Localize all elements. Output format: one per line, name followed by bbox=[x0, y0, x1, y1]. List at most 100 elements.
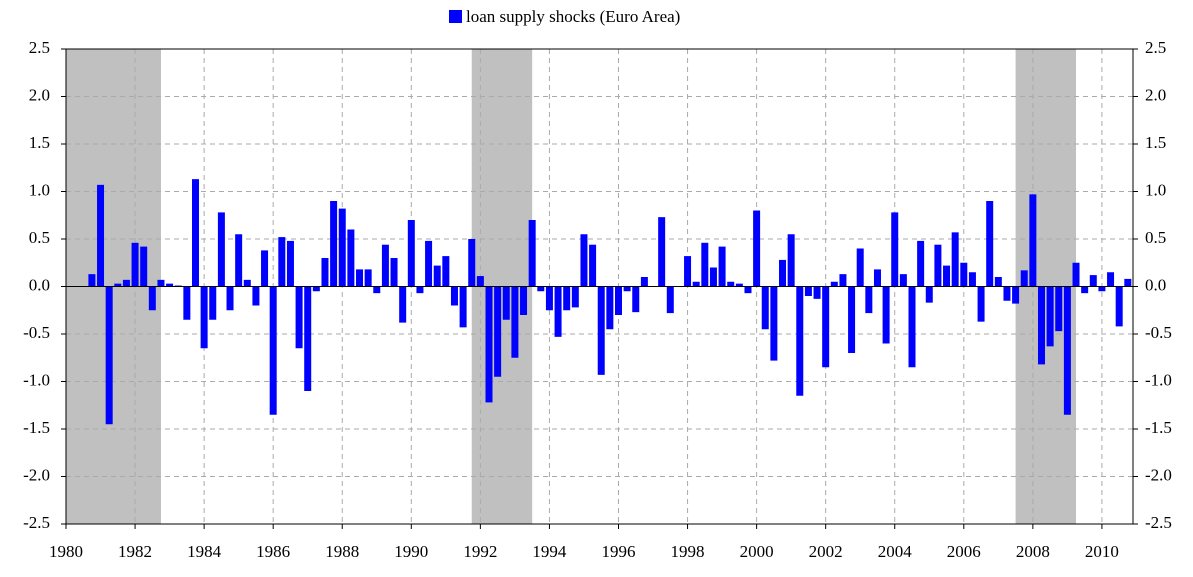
y-tick-label: -0.5 bbox=[23, 323, 50, 342]
x-tick-label: 1986 bbox=[256, 542, 290, 561]
bar bbox=[407, 220, 415, 287]
bar bbox=[563, 286, 571, 311]
x-tick-label: 2000 bbox=[740, 542, 774, 561]
y-tick-label: 0.5 bbox=[29, 228, 50, 247]
y-tick-label: -2.5 bbox=[23, 513, 50, 532]
bar bbox=[278, 237, 286, 287]
bar bbox=[157, 279, 165, 287]
bar bbox=[209, 286, 217, 320]
bar bbox=[105, 286, 113, 425]
bar bbox=[520, 286, 528, 315]
y-tick-label: -1.0 bbox=[23, 370, 50, 389]
bar bbox=[364, 269, 372, 287]
bar bbox=[442, 256, 450, 287]
bar bbox=[899, 274, 907, 287]
bar bbox=[623, 286, 631, 292]
y2-tick-label: -1.0 bbox=[1145, 370, 1172, 389]
y-tick-label: 1.0 bbox=[29, 180, 50, 199]
bar bbox=[891, 212, 899, 287]
x-tick-label: 1990 bbox=[394, 542, 428, 561]
bar bbox=[1046, 286, 1054, 347]
bar bbox=[925, 286, 933, 303]
bar bbox=[528, 220, 536, 287]
x-tick-label: 1994 bbox=[532, 542, 567, 561]
bar bbox=[235, 234, 243, 287]
bar bbox=[753, 210, 761, 287]
bar bbox=[502, 286, 510, 320]
bar bbox=[735, 283, 743, 287]
bar bbox=[1089, 275, 1097, 287]
bar bbox=[347, 229, 355, 287]
bar bbox=[338, 208, 346, 287]
bar bbox=[131, 242, 139, 287]
bar bbox=[580, 234, 588, 287]
bar bbox=[1029, 194, 1037, 287]
bar bbox=[796, 286, 804, 396]
y2-tick-label: 0.0 bbox=[1145, 275, 1166, 294]
bar bbox=[597, 286, 605, 375]
bar bbox=[718, 246, 726, 287]
bar bbox=[589, 244, 597, 287]
bar bbox=[97, 184, 105, 287]
bar bbox=[692, 281, 700, 287]
y2-tick-label: 1.5 bbox=[1145, 133, 1166, 152]
bar bbox=[261, 250, 269, 287]
x-tick-label: 2004 bbox=[878, 542, 913, 561]
x-tick-label: 2010 bbox=[1085, 542, 1119, 561]
bar bbox=[330, 201, 338, 287]
bar bbox=[269, 286, 277, 415]
bar bbox=[425, 240, 433, 287]
bar bbox=[1115, 286, 1123, 327]
y2-tick-label: 2.5 bbox=[1145, 38, 1166, 57]
bar bbox=[122, 279, 130, 287]
bar bbox=[312, 286, 320, 292]
bar bbox=[830, 281, 838, 287]
bar bbox=[433, 265, 441, 287]
bar bbox=[865, 286, 873, 314]
bar bbox=[839, 274, 847, 287]
bar bbox=[1098, 286, 1106, 292]
y-tick-label: 2.0 bbox=[29, 85, 50, 104]
bar bbox=[727, 281, 735, 287]
bar bbox=[88, 274, 96, 287]
bar bbox=[994, 277, 1002, 287]
bar bbox=[356, 269, 364, 287]
bar bbox=[658, 217, 666, 287]
y2-tick-label: -2.0 bbox=[1145, 465, 1172, 484]
x-tick-label: 1988 bbox=[325, 542, 359, 561]
bar bbox=[191, 179, 199, 287]
bar bbox=[295, 286, 303, 349]
y2-tick-label: -1.5 bbox=[1145, 418, 1172, 437]
bar bbox=[1063, 286, 1071, 415]
bar bbox=[450, 286, 458, 306]
bar bbox=[390, 258, 398, 287]
bar bbox=[848, 286, 856, 353]
bar bbox=[684, 256, 692, 287]
bar bbox=[813, 286, 821, 299]
bar bbox=[943, 265, 951, 287]
bar bbox=[416, 286, 424, 294]
x-tick-label: 1998 bbox=[671, 542, 705, 561]
bar bbox=[908, 286, 916, 368]
bar bbox=[917, 240, 925, 287]
bar bbox=[243, 279, 251, 287]
bar bbox=[286, 240, 294, 287]
bar bbox=[744, 286, 752, 294]
bar bbox=[986, 201, 994, 287]
bar bbox=[321, 258, 329, 287]
bar bbox=[183, 286, 191, 320]
x-tick-label: 1992 bbox=[463, 542, 497, 561]
bar bbox=[140, 246, 148, 287]
bar bbox=[148, 286, 156, 311]
bar bbox=[399, 286, 407, 323]
x-tick-label: 1996 bbox=[601, 542, 635, 561]
bar bbox=[856, 248, 864, 287]
bar bbox=[770, 286, 778, 361]
bar bbox=[114, 283, 122, 287]
bar bbox=[571, 286, 579, 308]
bar bbox=[804, 286, 812, 296]
bar bbox=[1020, 270, 1028, 287]
x-tick-label: 2006 bbox=[947, 542, 981, 561]
bar bbox=[459, 286, 467, 328]
